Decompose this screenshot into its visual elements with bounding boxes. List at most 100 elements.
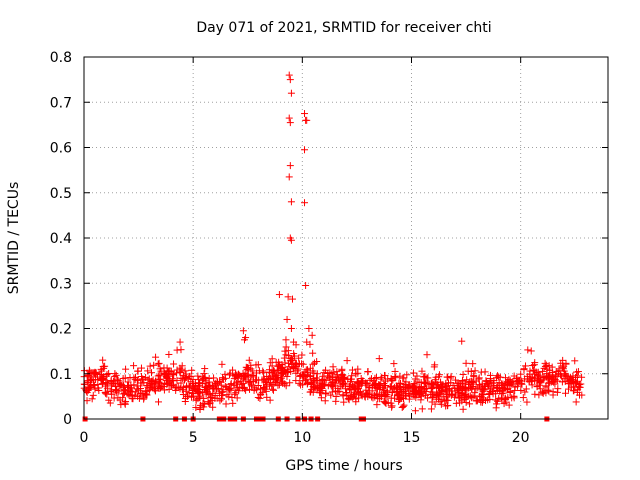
data-point (144, 383, 152, 391)
data-point (103, 372, 111, 380)
data-point (200, 394, 208, 402)
data-point (405, 395, 413, 403)
data-point (195, 392, 203, 400)
data-point-spike (289, 295, 297, 303)
data-point (517, 370, 525, 378)
data-point (172, 386, 180, 394)
data-point (544, 386, 552, 394)
data-point (495, 394, 503, 402)
data-point (539, 367, 547, 375)
data-point (108, 390, 116, 398)
y-tick-label: 0.1 (50, 367, 72, 383)
data-point (517, 387, 525, 395)
data-point (298, 351, 306, 359)
data-point (418, 367, 426, 375)
data-point (578, 373, 586, 381)
data-point (377, 375, 385, 383)
data-point (409, 369, 417, 377)
data-point (221, 370, 229, 378)
data-point (113, 387, 121, 395)
data-point-spike (285, 173, 293, 181)
data-point (459, 405, 467, 413)
data-point (333, 368, 341, 376)
data-point (127, 381, 135, 389)
data-point (380, 397, 388, 405)
data-point (165, 385, 173, 393)
data-point (409, 383, 417, 391)
data-point (396, 396, 404, 404)
data-point (233, 383, 241, 391)
data-point-spike (286, 119, 294, 127)
data-point (154, 372, 162, 380)
data-point (424, 374, 432, 382)
data-point-spike (303, 116, 311, 124)
data-point (454, 389, 462, 397)
data-point (521, 375, 529, 383)
data-point (117, 381, 125, 389)
data-point (227, 386, 235, 394)
data-point (274, 381, 282, 389)
data-point (202, 379, 210, 387)
data-point (266, 396, 274, 404)
data-point (227, 380, 235, 388)
data-point (210, 374, 218, 382)
data-point (98, 375, 106, 383)
data-point (150, 361, 158, 369)
data-point (470, 372, 478, 380)
y-tick-label: 0.7 (50, 95, 72, 111)
data-point (502, 379, 510, 387)
data-point (463, 393, 471, 401)
data-point (536, 385, 544, 393)
data-point (207, 393, 215, 401)
data-point (438, 382, 446, 390)
data-point (310, 359, 318, 367)
data-point-spike (281, 347, 289, 355)
data-point (282, 369, 290, 377)
data-point (130, 362, 138, 370)
data-point (87, 377, 95, 385)
data-point (422, 388, 430, 396)
data-point (119, 394, 127, 402)
data-point (423, 351, 431, 359)
data-point (196, 404, 204, 412)
data-point (142, 387, 150, 395)
data-point (155, 359, 163, 367)
data-point (455, 394, 463, 402)
data-point (498, 396, 506, 404)
data-point (119, 374, 127, 382)
data-point (138, 379, 146, 387)
data-point (229, 399, 237, 407)
data-point-spike (306, 340, 314, 348)
data-point (528, 373, 536, 381)
data-point (475, 375, 483, 383)
data-point (463, 376, 471, 384)
x-tick-label: 20 (512, 430, 530, 446)
data-point (168, 375, 176, 383)
data-point (286, 379, 294, 387)
data-point-spike (286, 76, 294, 84)
data-point (427, 405, 435, 413)
data-point (322, 376, 330, 384)
data-point (165, 350, 173, 358)
data-point (134, 382, 142, 390)
data-point (396, 380, 404, 388)
data-point (160, 386, 168, 394)
data-point (462, 359, 470, 367)
data-point (260, 384, 268, 392)
data-point (353, 385, 361, 393)
data-point (222, 400, 230, 408)
data-point (282, 343, 290, 351)
data-points (80, 71, 586, 422)
data-point (574, 385, 582, 393)
data-point (147, 369, 155, 377)
data-point (444, 401, 452, 409)
data-point (543, 373, 551, 381)
data-point (256, 385, 264, 393)
data-point (471, 392, 479, 400)
data-point-spike (287, 198, 295, 206)
data-point (441, 397, 449, 405)
data-point (433, 381, 441, 389)
data-point (411, 407, 419, 415)
data-point (130, 374, 138, 382)
